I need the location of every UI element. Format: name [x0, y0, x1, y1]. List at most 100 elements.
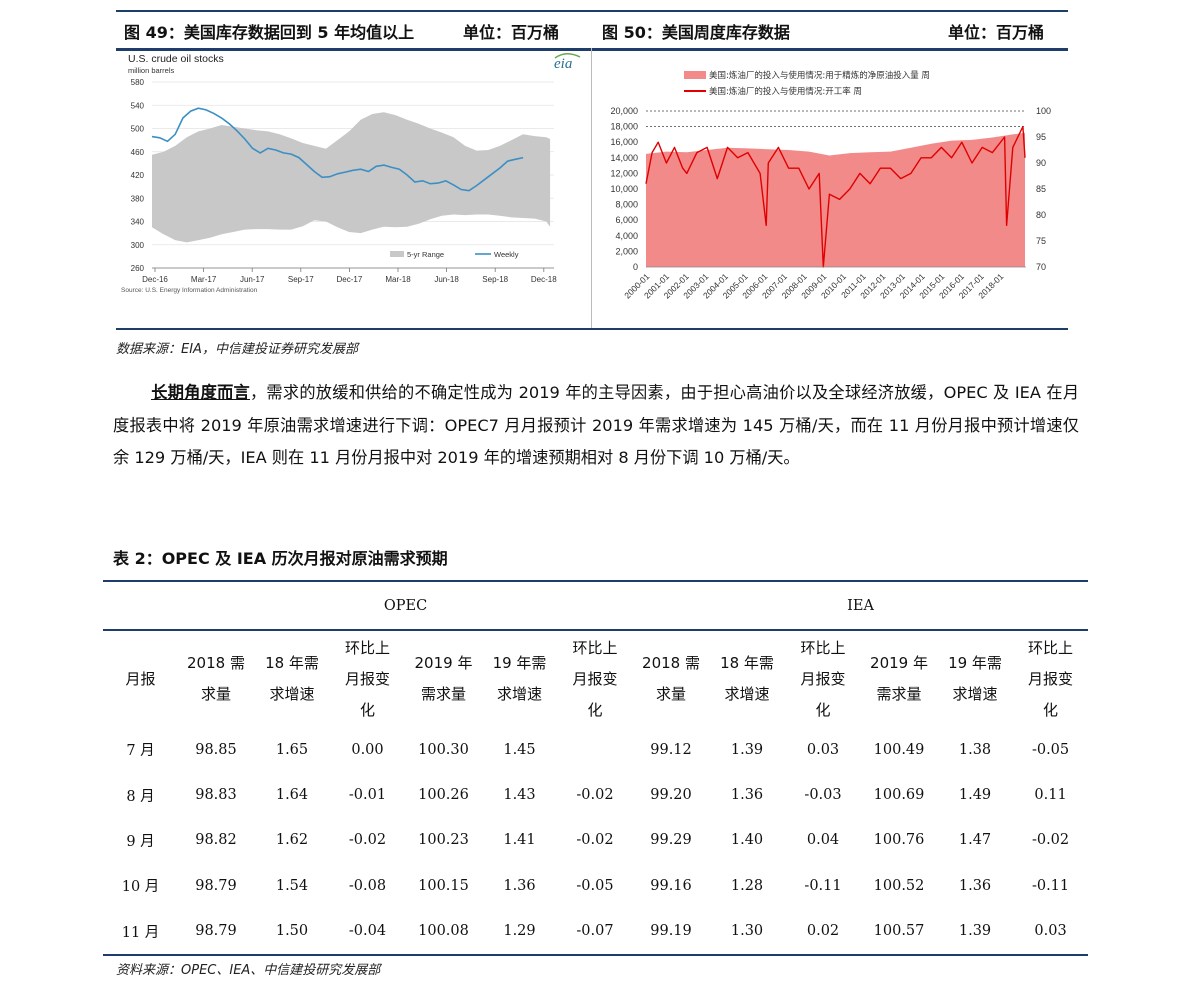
table-cell: -0.05	[1031, 741, 1070, 758]
legend-swatch-range	[390, 251, 404, 257]
row-month-cell: 10 月	[121, 879, 160, 896]
y-left-tick-label: 14,000	[610, 153, 638, 163]
y-tick-label: 540	[131, 101, 145, 110]
y-right-tick-label: 90	[1036, 158, 1046, 168]
y-tick-label: 260	[131, 264, 145, 273]
table-cell: 100.69	[873, 787, 925, 804]
group-spacer	[103, 580, 178, 631]
y-right-tick-label: 95	[1036, 132, 1046, 142]
figure-49-unit: 单位：百万桶	[463, 23, 560, 42]
y-left-tick-label: 0	[633, 262, 638, 272]
table-cell: 100.23	[418, 832, 469, 849]
y-tick-label: 380	[131, 194, 145, 203]
figure-50-title: 图 50：美国周度库存数据	[602, 23, 790, 42]
table-cell: 100.08	[405, 908, 482, 956]
table-cell: 1.40	[730, 832, 764, 849]
table-cell: 1.36	[958, 877, 992, 894]
eia-logo: eia	[554, 53, 581, 72]
table-cell: -0.07	[557, 908, 634, 956]
column-header: 2019 年需求量	[414, 654, 473, 703]
table-cell: 1.49	[958, 787, 992, 804]
column-header: 19 年需 求增速	[948, 654, 1002, 703]
table-cell: 1.36	[503, 877, 536, 894]
table-cell: 1.39	[937, 908, 1014, 956]
table-cell: -0.02	[576, 832, 614, 849]
table-cell: -0.05	[576, 877, 614, 894]
demand-forecast-table: OPEC IEA 月报 2018 需求量 18 年需 求增速 环比上 月报变化 2019 年…	[103, 580, 1089, 956]
legend-label-weekly: Weekly	[494, 250, 519, 259]
figure-50-unit: 单位：百万桶	[948, 23, 1045, 42]
crude-input-area	[646, 132, 1025, 267]
table-cell: 100.52	[873, 877, 925, 894]
table-cell: 1.50	[254, 908, 330, 956]
y-left-tick-label: 6,000	[615, 215, 638, 225]
table-cell: -0.11	[1031, 877, 1070, 894]
table-row: 9 月 98.82 1.62 -0.02 100.23 1.41 -0.02 99.29 1.4…	[103, 818, 1088, 863]
y-left-tick-label: 16,000	[610, 137, 638, 147]
figure-source: 数据来源：EIA，中信建投证券研究发展部	[116, 342, 358, 357]
y-tick-label: 300	[131, 241, 145, 250]
column-header: 19 年需 求增速	[492, 654, 547, 703]
table-cell: 0.11	[1034, 787, 1067, 804]
table-cell: -0.11	[804, 877, 842, 894]
figure-49-title: 图 49：美国库存数据回到 5 年均值以上	[124, 23, 415, 42]
legend-label-range: 5-yr Range	[407, 250, 444, 259]
table-cell: 1.45	[503, 741, 536, 758]
column-header: 2019 年需求量	[870, 654, 928, 703]
y-tick-label: 500	[131, 125, 145, 134]
chart-title: U.S. crude oil stocks	[128, 53, 224, 65]
x-tick-label: Dec-18	[531, 275, 557, 284]
table-cell: 100.76	[873, 832, 925, 849]
x-tick-label: Jun-18	[434, 275, 459, 284]
table-cell: 100.26	[418, 787, 469, 804]
table-cell: 1.30	[709, 908, 786, 956]
weekly-stocks-line	[151, 107, 524, 192]
y-right-tick-label: 70	[1036, 262, 1046, 272]
table-row: 10 月 98.79 1.54 -0.08 100.15 1.36 -0.05 99.16 1.…	[103, 863, 1088, 908]
table-cell: 0.03	[806, 741, 840, 758]
y-left-tick-label: 12,000	[610, 168, 638, 178]
table-cell: 1.28	[730, 877, 764, 894]
table-cell: -0.03	[804, 787, 842, 804]
group-opec: OPEC	[178, 580, 634, 631]
table-row: 11 月 98.79 1.50 -0.04 100.08 1.29 -0.07 99.19 1.…	[103, 908, 1089, 956]
table-cell: 1.29	[482, 908, 557, 956]
table-cell: 98.79	[178, 908, 254, 956]
table-cell: 98.85	[195, 741, 237, 758]
y-left-tick-label: 18,000	[610, 122, 638, 132]
table-title: 表 2：OPEC 及 IEA 历次月报对原油需求预期	[113, 549, 448, 568]
table-cell: 99.19	[633, 908, 710, 956]
table-cell: 1.39	[730, 741, 764, 758]
x-tick-label: Jun-17	[240, 275, 265, 284]
y-tick-label: 340	[131, 218, 145, 227]
chart-source-note: Source: U.S. Energy Information Administ…	[121, 287, 258, 294]
column-header: 18 年需 求增速	[720, 654, 774, 703]
table-cell: 100.57	[861, 908, 938, 956]
table-cell: -0.02	[348, 832, 387, 849]
table-cell: 1.47	[958, 832, 992, 849]
table-cell: 1.41	[503, 832, 536, 849]
y-left-tick-label: 4,000	[615, 231, 638, 241]
x-tick-label: Mar-18	[385, 275, 411, 284]
paragraph-text: ，需求的放缓和供给的不确定性成为 2019 年的主导因素，由于担心高油价以及全球…	[113, 383, 1080, 467]
column-header: 环比上 月报变化	[572, 638, 618, 719]
column-header: 环比上 月报变化	[1028, 638, 1074, 719]
column-header: 2018 需求量	[187, 654, 245, 703]
y-tick-label: 420	[131, 171, 145, 180]
table-cell: -0.04	[330, 908, 405, 956]
legend-label-utilization: 美国:炼油厂的投入与使用情况:开工率 周	[709, 86, 862, 97]
legend-swatch-crude-input	[684, 71, 706, 79]
chart-subtitle: million barrels	[128, 66, 175, 75]
eia-logo-text: eia	[554, 56, 572, 72]
us-refinery-weekly-chart: 美国:炼油厂的投入与使用情况:用于精炼的净原油投入量 周美国:炼油厂的投入与使用…	[610, 70, 1051, 300]
table-cell: 1.54	[275, 877, 309, 894]
paragraph-lead: 长期角度而言	[151, 383, 250, 402]
table-row: 8 月 98.83 1.64 -0.01 100.26 1.43 -0.02 99.20 1.3…	[103, 772, 1088, 817]
y-tick-label: 460	[131, 148, 145, 157]
x-tick-label: Sep-17	[288, 275, 314, 284]
table-cell: 0.03	[1013, 908, 1089, 956]
table-cell: 99.12	[650, 741, 692, 758]
table-cell: 1.64	[275, 787, 309, 804]
table-cell: 1.62	[275, 832, 309, 849]
y-left-tick-label: 2,000	[615, 246, 638, 256]
